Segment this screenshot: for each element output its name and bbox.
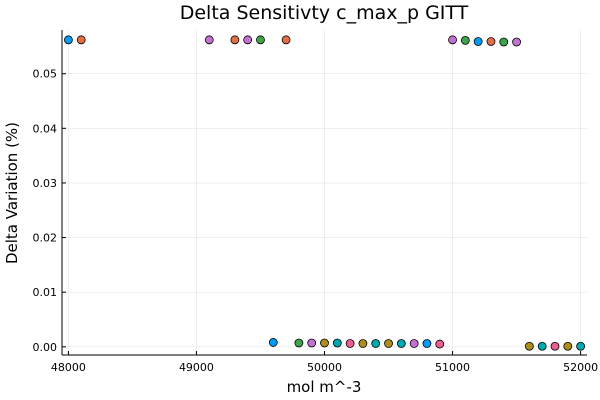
data-point-17 [409, 339, 419, 348]
x-tick-label-1: 49000 [179, 361, 214, 374]
y-tick-label-3: 0.03 [33, 177, 58, 190]
data-point-3 [230, 35, 240, 45]
data-point-29 [563, 341, 573, 351]
data-point-20 [448, 35, 457, 45]
chart-title: Delta Sensitivty c_max_p GITT [180, 2, 469, 24]
y-tick-label-0: 0.00 [33, 341, 58, 354]
data-point-14 [371, 339, 381, 348]
data-point-26 [524, 341, 534, 351]
x-tick-label-2: 50000 [307, 361, 342, 374]
y-tick-label-1: 0.01 [33, 286, 58, 299]
y-axis-label: Delta Variation (%) [3, 122, 21, 264]
data-point-1 [76, 35, 86, 45]
y-tick-label-2: 0.02 [33, 232, 58, 245]
data-point-24 [499, 37, 509, 47]
grid [62, 30, 587, 355]
data-point-8 [294, 338, 304, 348]
data-point-21 [460, 35, 470, 45]
data-point-10 [320, 338, 329, 348]
data-point-4 [243, 35, 253, 45]
data-point-23 [486, 37, 496, 46]
data-point-19 [435, 339, 445, 349]
data-point-11 [332, 338, 342, 348]
x-axis-ticks: 48000 49000 50000 51000 52000 [51, 351, 598, 374]
data-point-6 [281, 35, 291, 45]
data-point-7 [268, 338, 278, 347]
data-point-13 [358, 339, 368, 348]
x-tick-label-4: 52000 [563, 361, 598, 374]
data-point-22 [473, 37, 483, 46]
data-point-16 [396, 339, 406, 348]
data-point-18 [422, 339, 432, 348]
data-point-9 [307, 338, 317, 348]
data-point-5 [256, 35, 265, 45]
data-point-25 [512, 37, 521, 47]
data-point-0 [64, 35, 73, 45]
x-tick-label-3: 51000 [435, 361, 470, 374]
data-point-28 [550, 341, 560, 351]
y-axis-ticks: 0.00 0.01 0.02 0.03 0.04 0.05 [33, 68, 66, 354]
data-point-15 [384, 339, 393, 348]
data-point-2 [204, 35, 214, 45]
data-point-12 [345, 339, 355, 348]
data-points [64, 35, 585, 351]
data-point-30 [576, 341, 585, 351]
x-axis-label: mol m^-3 [287, 378, 362, 396]
y-tick-label-5: 0.05 [33, 68, 58, 81]
x-tick-label-0: 48000 [51, 361, 86, 374]
y-tick-label-4: 0.04 [33, 122, 58, 135]
data-point-27 [537, 341, 547, 351]
